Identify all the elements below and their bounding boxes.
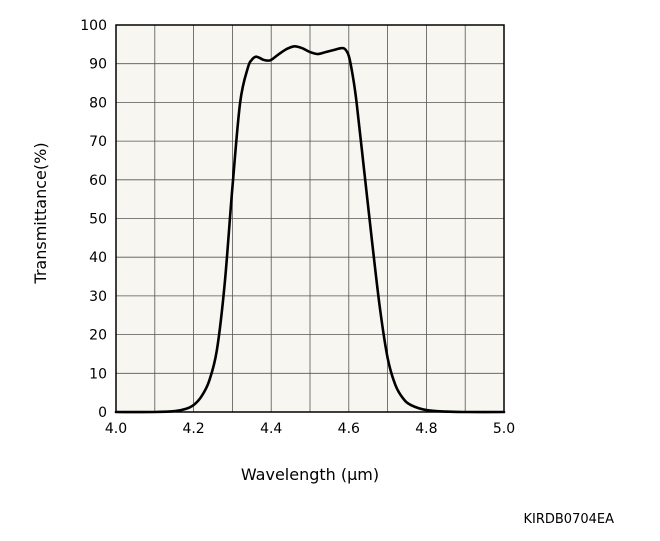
y-tick-label: 90 [89,57,107,73]
x-tick-label: 4.8 [415,421,437,437]
plot-frame [115,24,505,413]
x-tick-label: 5.0 [493,421,515,437]
grid-lines [116,25,504,412]
y-tick-label: 10 [89,366,107,382]
y-tick-label: 20 [89,328,107,344]
x-tick-label: 4.6 [338,421,360,437]
y-tick-label: 70 [89,134,107,150]
y-axis-ticks: 0 10 20 30 40 50 60 70 80 90 100 [80,18,107,421]
y-tick-label: 40 [89,250,107,266]
x-tick-label: 4.4 [260,421,282,437]
y-tick-label: 100 [80,18,107,34]
x-tick-label: 4.2 [182,421,204,437]
y-tick-label: 60 [89,173,107,189]
y-tick-label: 50 [89,212,107,228]
y-tick-label: 30 [89,289,107,305]
y-axis-title: Transmittance(%) [31,142,50,284]
y-tick-label: 0 [98,405,107,421]
x-axis-ticks: 4.0 4.2 4.4 4.6 4.8 5.0 [105,421,515,437]
x-tick-label: 4.0 [105,421,127,437]
x-axis-title: Wavelength (μm) [241,465,379,484]
y-tick-label: 80 [89,95,107,111]
transmittance-curve [114,44,506,414]
figure-code: KIRDB0704EA [523,512,614,527]
